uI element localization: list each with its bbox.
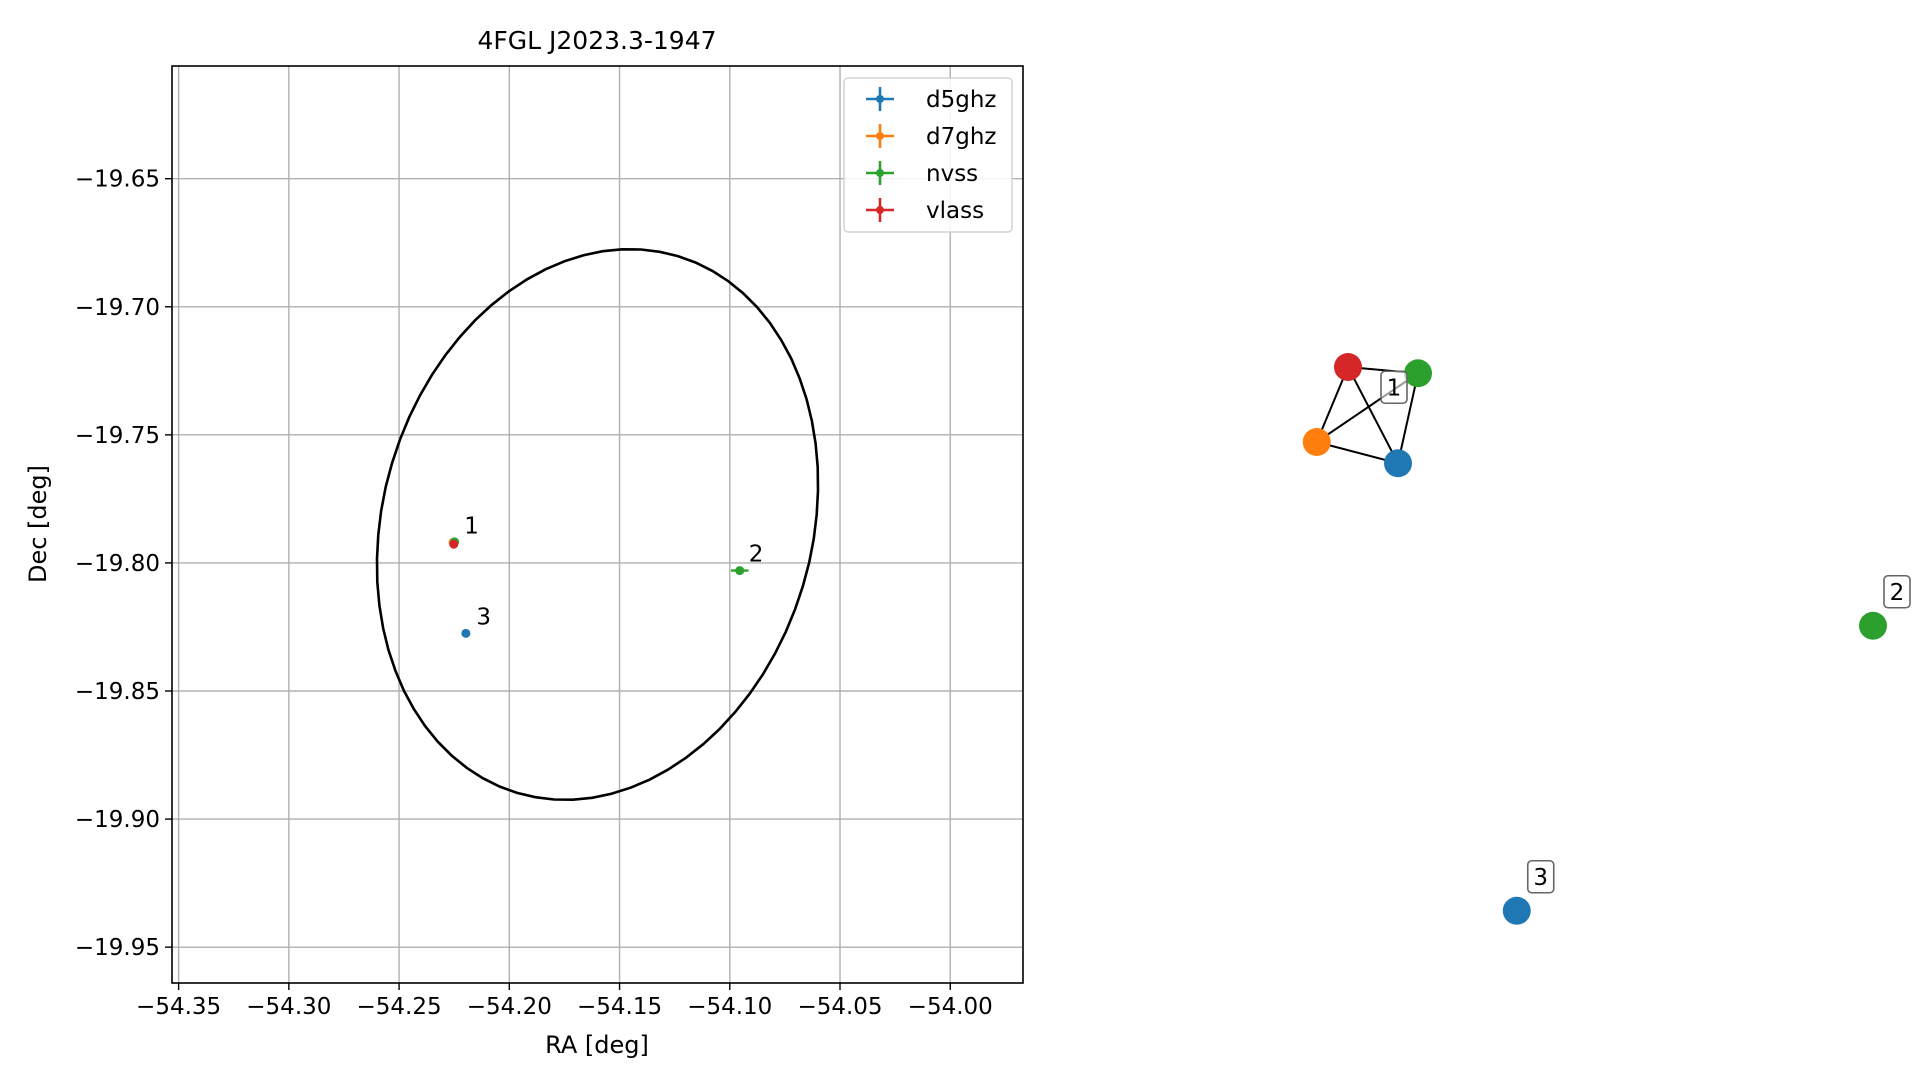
x-tick-label: −54.25	[357, 994, 442, 1020]
legend-marker-dot	[876, 95, 884, 103]
network-label: 1	[1380, 370, 1408, 405]
legend-marker-dot	[876, 169, 884, 177]
network-label: 3	[1526, 859, 1555, 894]
network-node-nvss	[1404, 359, 1432, 388]
network-label-text: 3	[1533, 865, 1548, 891]
y-tick-label: −19.85	[75, 679, 160, 705]
data-point-nvss	[735, 566, 745, 576]
chart-title: 4FGL J2023.3-1947	[477, 26, 716, 55]
y-tick-label: −19.80	[75, 551, 160, 577]
y-axis-ticks: −19.65 −19.70 −19.75 −19.80 −19.85 −19.90 −19.…	[75, 167, 172, 961]
legend-marker-dot	[876, 132, 884, 140]
x-tick-label: −54.00	[908, 994, 993, 1020]
legend-label-d5ghz: d5ghz	[926, 87, 996, 113]
network-nodes	[1302, 353, 1887, 925]
network-label: 2	[1883, 574, 1911, 609]
uncertainty-ellipse	[375, 247, 820, 802]
point-annotation: 2	[749, 542, 764, 568]
points-layer	[448, 537, 749, 638]
network-node-d5ghz	[1384, 449, 1412, 478]
network-node-d7ghz	[1302, 428, 1331, 456]
x-tick-label: −54.15	[577, 994, 662, 1020]
x-axis-label: RA [deg]	[545, 1031, 649, 1059]
network-label-text: 2	[1890, 580, 1905, 606]
network-node-d5ghz	[1502, 896, 1531, 925]
annotations-layer: 1 2 3	[464, 513, 763, 630]
network-edge	[1347, 366, 1399, 464]
network-labels: 1 2 3	[1380, 370, 1911, 894]
legend: d5ghz d7ghz nvss vlass	[843, 77, 1013, 233]
x-tick-label: −54.20	[467, 994, 552, 1020]
plot-frame	[171, 65, 1024, 984]
point-annotation: 1	[464, 513, 479, 539]
y-tick-label: −19.95	[75, 935, 160, 961]
x-tick-label: −54.10	[687, 994, 772, 1020]
network-node-vlass	[1334, 353, 1362, 381]
ellipse-layer	[375, 247, 820, 802]
network-label-box	[1526, 859, 1555, 894]
x-tick-label: −54.05	[797, 994, 882, 1020]
y-tick-label: −19.90	[75, 807, 160, 833]
legend-label-vlass: vlass	[926, 198, 984, 224]
legend-label-d7ghz: d7ghz	[926, 124, 996, 150]
grid	[172, 66, 1023, 983]
network-node-nvss	[1859, 611, 1887, 640]
network-edge	[1397, 373, 1419, 464]
x-axis-ticks: −54.35 −54.30 −54.25 −54.20 −54.15 −54.10 −54.…	[136, 983, 993, 1020]
network-graph: 1 2 3	[1302, 353, 1911, 925]
point-annotation: 3	[476, 604, 491, 630]
y-tick-label: −19.65	[75, 167, 160, 193]
sky-plot: 4FGL J2023.3-1947 1 2 3 −54.35 −54.30 −54.25…	[24, 26, 1024, 1059]
legend-label-nvss: nvss	[926, 161, 978, 187]
y-tick-label: −19.75	[75, 423, 160, 449]
x-tick-label: −54.35	[136, 994, 221, 1020]
data-point-vlass	[449, 539, 459, 549]
y-tick-label: −19.70	[75, 295, 160, 321]
network-label-box	[1380, 370, 1408, 405]
network-label-box	[1883, 574, 1911, 609]
network-label-text: 1	[1387, 375, 1402, 401]
legend-frame	[843, 77, 1013, 233]
x-tick-label: −54.30	[246, 994, 331, 1020]
data-point-d5ghz	[461, 628, 471, 638]
y-axis-label: Dec [deg]	[24, 465, 52, 583]
legend-marker-dot	[876, 206, 884, 214]
